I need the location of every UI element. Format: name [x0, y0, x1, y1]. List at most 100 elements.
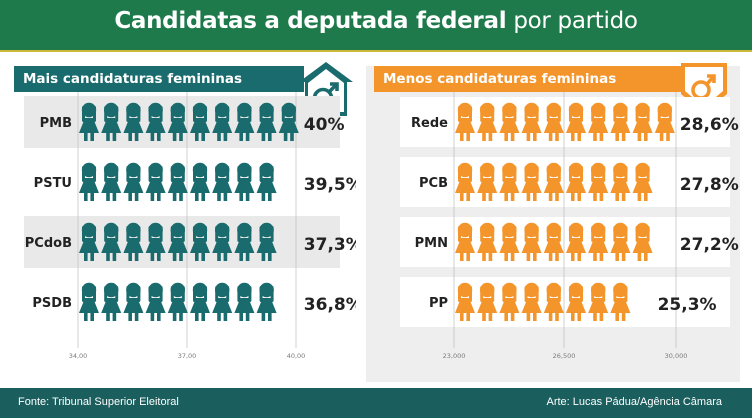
woman-icon: [123, 222, 144, 261]
woman-icon: [521, 282, 542, 321]
woman-icon: [632, 102, 653, 141]
woman-icon: [610, 162, 631, 201]
woman-icon: [212, 162, 233, 201]
woman-icon: [588, 282, 609, 321]
woman-icon: [123, 102, 144, 141]
woman-icon: [588, 102, 609, 141]
right-panel-header: Menos candidaturas femininas: [374, 66, 686, 92]
row-band: [400, 157, 730, 207]
woman-icon: [455, 282, 475, 321]
x-tick-label: 26,500: [553, 352, 576, 360]
woman-icon: [521, 162, 542, 201]
title-band-stripe: [0, 50, 752, 52]
x-tick-label: 40,00: [287, 352, 306, 360]
woman-icon: [521, 102, 542, 141]
woman-icon: [79, 282, 99, 321]
woman-icon: [499, 282, 520, 321]
category-label: PMB: [40, 116, 72, 131]
woman-icon: [79, 162, 99, 201]
page-title: Candidatas a deputada federal por partid…: [0, 8, 752, 34]
woman-icon: [632, 162, 653, 201]
title-bold: Candidatas a deputada federal: [114, 8, 507, 34]
woman-icon: [145, 102, 166, 141]
bar: [79, 102, 299, 141]
bar: [455, 222, 653, 261]
woman-icon: [167, 222, 188, 261]
value-label: 27,2%: [680, 235, 739, 255]
woman-icon: [190, 282, 210, 321]
value-label: 36,8%: [304, 295, 356, 315]
woman-icon: [499, 102, 520, 141]
bar: [455, 162, 653, 201]
row-band: [400, 277, 730, 327]
value-label: 37,3%: [304, 235, 356, 255]
woman-icon: [79, 222, 99, 261]
woman-icon: [145, 162, 166, 201]
woman-icon: [521, 222, 542, 261]
woman-icon: [477, 162, 498, 201]
woman-icon: [632, 222, 653, 261]
category-label: PMN: [415, 236, 448, 251]
bar: [79, 162, 277, 201]
woman-icon: [190, 162, 210, 201]
woman-icon: [256, 102, 277, 141]
woman-icon: [499, 222, 520, 261]
woman-icon: [588, 162, 609, 201]
right-panel: Menos candidaturas femininas 23,000 26,50…: [366, 63, 740, 382]
woman-icon: [212, 282, 233, 321]
value-label: 28,6%: [680, 115, 739, 135]
row-band: [400, 97, 730, 147]
left-panel: Mais candidaturas femininas 34,00 37,00 40…: [14, 62, 356, 382]
woman-icon: [566, 102, 586, 141]
category-label: Rede: [411, 116, 448, 131]
woman-icon: [477, 282, 498, 321]
category-label: PSDB: [32, 296, 72, 311]
woman-icon: [167, 162, 188, 201]
bar: [455, 102, 675, 141]
woman-icon: [455, 102, 475, 141]
source-text: Fonte: Tribunal Superior Eleitoral: [18, 396, 179, 408]
woman-icon: [256, 222, 277, 261]
title-regular: por partido: [513, 8, 638, 34]
woman-icon: [101, 282, 122, 321]
woman-icon: [256, 282, 277, 321]
woman-icon: [455, 222, 475, 261]
x-tick-label: 30,000: [665, 352, 688, 360]
bar: [455, 282, 631, 321]
woman-icon: [101, 162, 122, 201]
woman-icon: [234, 102, 255, 141]
bar: [79, 222, 277, 261]
category-label: PSTU: [34, 176, 72, 191]
woman-icon: [610, 102, 631, 141]
value-label: 27,8%: [680, 175, 739, 195]
woman-icon: [234, 222, 255, 261]
woman-icon: [79, 102, 99, 141]
x-tick-label: 37,00: [178, 352, 197, 360]
woman-icon: [543, 102, 564, 141]
woman-icon: [167, 102, 188, 141]
right-chart-svg: 23,000 26,500 30,000 Rede 28,6% PCB 27,8% PMN 27…: [400, 92, 739, 360]
value-label: 39,5%: [304, 175, 356, 195]
credit-text: Arte: Lucas Pádua/Agência Câmara: [546, 396, 723, 408]
woman-icon: [543, 222, 564, 261]
bar: [79, 282, 277, 321]
woman-icon: [543, 162, 564, 201]
woman-icon: [610, 222, 631, 261]
woman-icon: [566, 162, 586, 201]
woman-icon: [190, 222, 210, 261]
woman-icon: [610, 282, 631, 321]
woman-icon: [543, 282, 564, 321]
woman-icon: [123, 162, 144, 201]
left-panel-title: Mais candidaturas femininas: [23, 71, 242, 87]
woman-icon: [212, 102, 233, 141]
woman-icon: [455, 162, 475, 201]
woman-icon: [588, 222, 609, 261]
woman-icon: [212, 222, 233, 261]
woman-icon: [167, 282, 188, 321]
value-label: 40%: [304, 115, 345, 135]
left-chart-svg: 34,00 37,00 40,00 PMB 40% PSTU 39,5% PCdoB 37,3%…: [24, 92, 356, 360]
woman-icon: [566, 282, 586, 321]
woman-icon: [566, 222, 586, 261]
woman-icon: [234, 282, 255, 321]
